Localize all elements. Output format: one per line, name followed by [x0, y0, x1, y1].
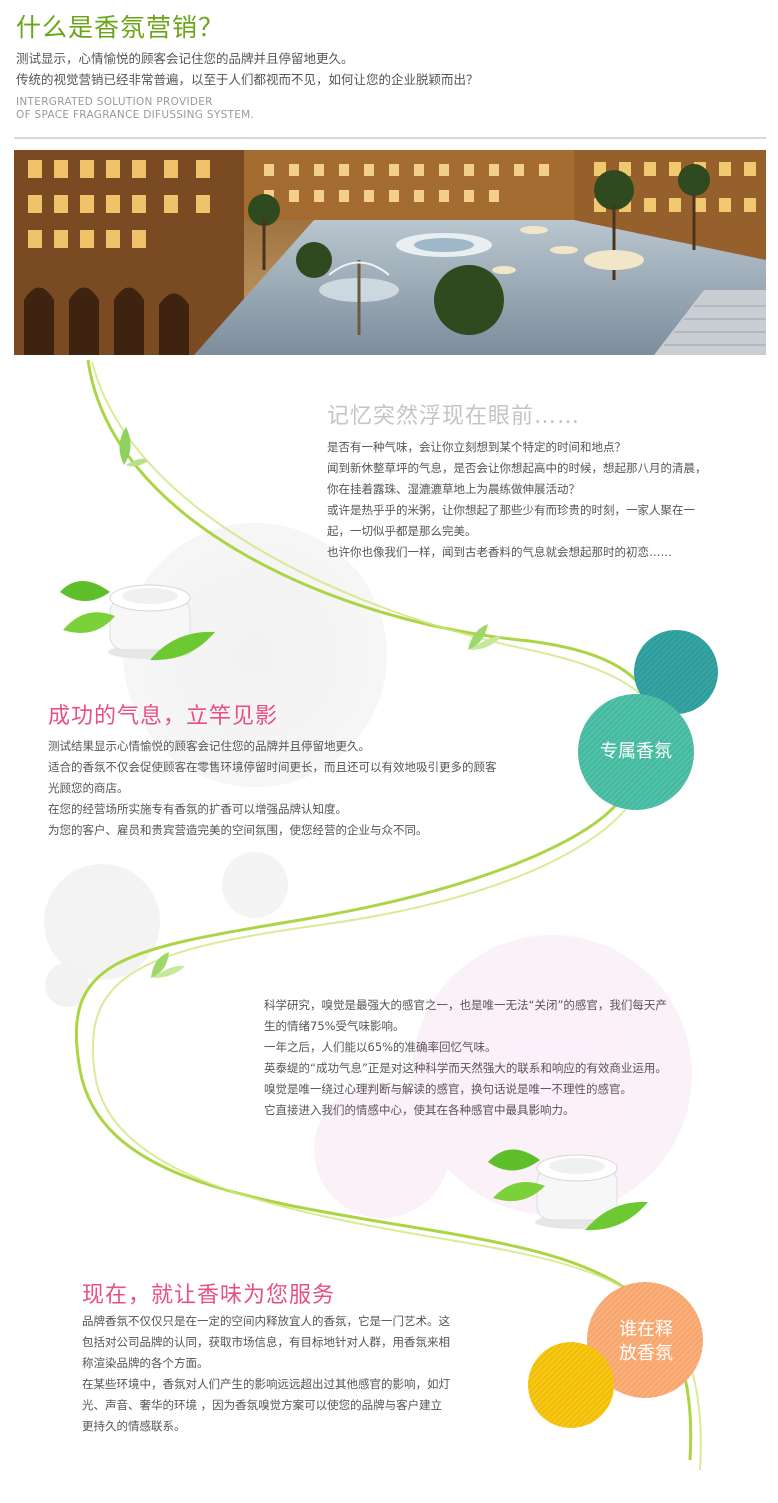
hero-image — [14, 150, 766, 355]
memory-line: 你在挂着露珠、湿漉漉草地上为晨练做伸展活动？ — [327, 482, 580, 496]
memory-line: 闻到新休整草坪的气息，是否会让你想起高中的时候，想起那八月的清晨， — [327, 461, 707, 475]
science-line: 英泰缇的“成功气息”正是对这种科学而天然强大的联系和响应的有效商业运用。 — [264, 1061, 667, 1075]
divider — [14, 137, 766, 139]
now-heading: 现在，就让香味为您服务 — [82, 1283, 336, 1308]
now-paragraph: 品牌香氛不仅仅只是在一定的空间内释放宜人的香氛，它是一门艺术。这 包括对公司品牌… — [82, 1311, 450, 1437]
english-tagline-line: INTERGRATED SOLUTION PROVIDER — [16, 96, 213, 108]
memory-line: 是否有一种气味，会让你立刻想到某个特定的时间和地点？ — [327, 440, 626, 454]
who-releases-fragrance-label: 谁在释 放香氛 — [596, 1318, 696, 1366]
leaf-icon — [119, 427, 148, 467]
exclusive-fragrance-label: 专属香氛 — [600, 741, 672, 762]
memory-line: 或许是热乎乎的米粥，让你想起了那些少有而珍贵的时刻，一家人聚在一 — [327, 503, 695, 517]
leaf-icon — [468, 624, 502, 650]
now-line: 称渲染品牌的各个方面。 — [82, 1356, 209, 1370]
science-line: 一年之后，人们能以65%的准确率回忆气味。 — [264, 1040, 497, 1054]
english-tagline-line: OF SPACE FRAGRANCE DIFUSSING SYSTEM. — [16, 109, 255, 121]
now-line: 更持久的情感联系。 — [82, 1419, 186, 1433]
circle-label-line: 谁在释 — [619, 1319, 673, 1340]
leaf-icon — [151, 952, 185, 978]
now-line: 在某些环境中，香氛对人们产生的影响远远超出过其他感官的影响，如灯 — [82, 1377, 450, 1391]
cream-jar-icon — [60, 581, 215, 661]
memory-line: 起，一切似乎都是那么完美。 — [327, 524, 477, 538]
success-line: 适合的香氛不仅会促使顾客在零售环境停留时间更长，而且还可以有效地吸引更多的顾客 — [48, 760, 497, 774]
intro-line: 测试显示，心情愉悦的顾客会记住您的品牌并且停留地更久。 — [16, 51, 354, 66]
science-line: 科学研究，嗅觉是最强大的感官之一，也是唯一无法“关闭”的感官，我们每天产 — [264, 998, 667, 1012]
success-line: 为您的客户、雇员和贵宾营造完美的空间氛围，使您经营的企业与众不同。 — [48, 823, 428, 837]
success-line: 在您的经营场所实施专有香氛的扩香可以增强品牌认知度。 — [48, 802, 347, 816]
memory-line: 也许你也像我们一样，闻到古老香料的气息就会想起那时的初恋…… — [327, 545, 672, 559]
science-paragraph: 科学研究，嗅觉是最强大的感官之一，也是唯一无法“关闭”的感官，我们每天产 生的情… — [264, 995, 667, 1121]
english-tagline: INTERGRATED SOLUTION PROVIDER OF SPACE F… — [16, 96, 254, 122]
now-line: 品牌香氛不仅仅只是在一定的空间内释放宜人的香氛，它是一门艺术。这 — [82, 1314, 450, 1328]
science-line: 嗅觉是唯一绕过心理判断与解读的感官，换句话说是唯一不理性的感官。 — [264, 1082, 632, 1096]
success-line: 测试结果显示心情愉悦的顾客会记住您的品牌并且停留地更久。 — [48, 739, 370, 753]
cream-jar-icon — [488, 1149, 648, 1231]
success-paragraph: 测试结果显示心情愉悦的顾客会记住您的品牌并且停留地更久。 适合的香氛不仅会促使顾… — [48, 736, 497, 841]
success-line: 光顾您的商店。 — [48, 781, 129, 795]
success-heading: 成功的气息，立竿见影 — [48, 704, 279, 729]
page-title: 什么是香氛营销？ — [16, 13, 225, 42]
intro-text: 测试显示，心情愉悦的顾客会记住您的品牌并且停留地更久。 传统的视觉营销已经非常普… — [16, 48, 479, 90]
now-line: 包括对公司品牌的认同，获取市场信息，有目标地针对人群，用香氛来相 — [82, 1335, 450, 1349]
memory-paragraph: 是否有一种气味，会让你立刻想到某个特定的时间和地点？ 闻到新休整草坪的气息，是否… — [327, 437, 707, 563]
now-line: 光、声音、奢华的环境 ，因为香氛嗅觉方案可以使您的品牌与客户建立 — [82, 1398, 443, 1412]
circle-label-line: 放香氛 — [619, 1343, 673, 1364]
science-line: 生的情绪75%受气味影响。 — [264, 1019, 405, 1033]
science-line: 它直接进入我们的情感中心，使其在各种感官中最具影响力。 — [264, 1103, 575, 1117]
memory-heading: 记忆突然浮现在眼前…… — [327, 404, 581, 429]
intro-line: 传统的视觉营销已经非常普遍，以至于人们都视而不见，如何让您的企业脱颖而出？ — [16, 72, 479, 87]
